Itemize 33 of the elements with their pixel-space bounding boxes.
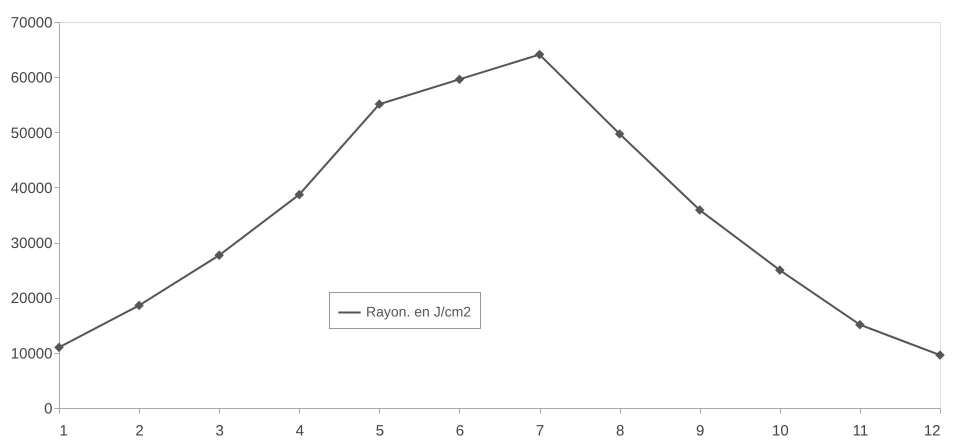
point [134, 300, 144, 310]
x-tick-label: 12 [924, 422, 940, 440]
point [534, 50, 544, 60]
x-tick-label: 10 [772, 422, 789, 440]
x-tick-label: 3 [216, 422, 224, 440]
point [694, 205, 704, 215]
y-tick-label: 30000 [10, 235, 52, 252]
x-tick-label: 7 [536, 422, 544, 440]
legend-label: Rayon. en J/cm2 [366, 304, 472, 320]
point [294, 190, 304, 200]
point [214, 250, 224, 260]
point [454, 74, 464, 84]
x-tick-label: 11 [852, 422, 868, 440]
point [935, 350, 945, 360]
x-tick-label: 4 [296, 422, 304, 440]
y-tick-label: 50000 [10, 124, 52, 142]
x-tick-label: 9 [696, 422, 704, 440]
point [775, 265, 785, 275]
point [374, 99, 384, 109]
y-tick-label: 20000 [10, 290, 52, 308]
y-tick-label: 40000 [10, 180, 52, 197]
y-tick-label: 60000 [10, 70, 52, 87]
x-tick-label: 5 [376, 422, 384, 440]
point [614, 129, 624, 139]
y-tick-label: 70000 [10, 14, 52, 32]
x-tick-label: 8 [616, 422, 624, 440]
point [54, 342, 64, 352]
x-tick-label: 2 [135, 422, 144, 440]
y-tick-label: 10000 [10, 345, 52, 362]
x-tick-label: 6 [456, 422, 464, 440]
x-tick-label: 1 [60, 422, 68, 440]
point [855, 320, 865, 330]
y-tick-label: 0 [44, 400, 52, 418]
